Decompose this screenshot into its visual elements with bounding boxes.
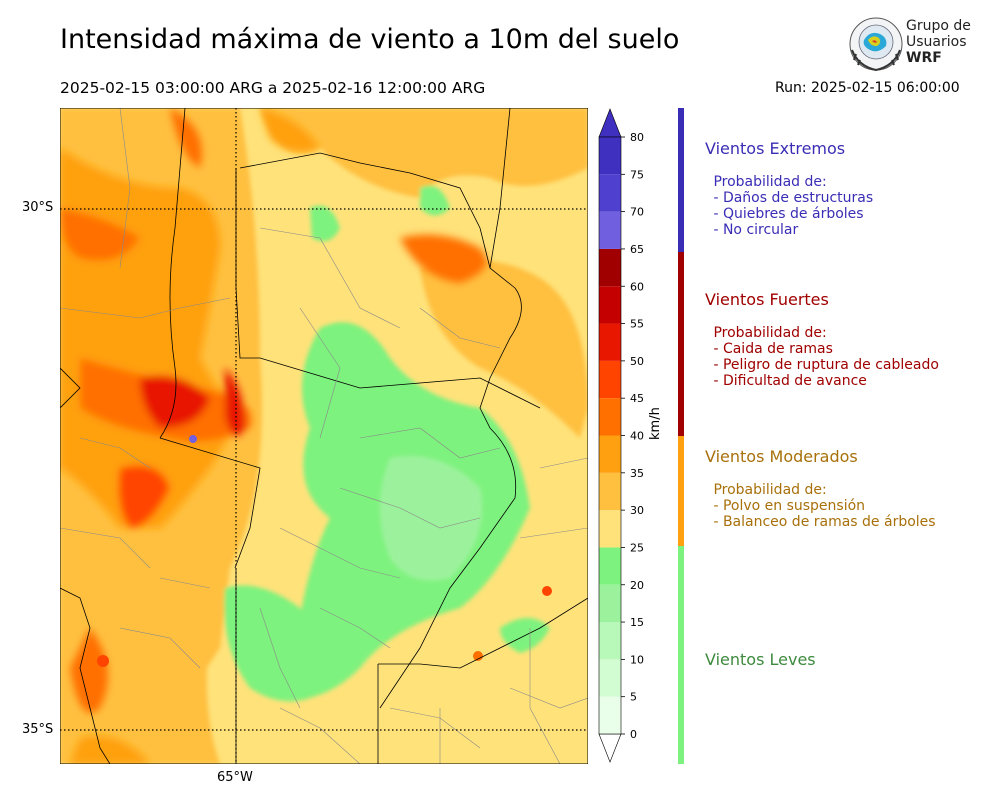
colorbar-tick-label: 45	[630, 392, 644, 405]
colorbar-segment	[599, 360, 621, 399]
colorbar-segment	[599, 248, 621, 287]
colorbar-max-extend	[598, 108, 622, 138]
run-time: Run: 2025-02-15 06:00:00	[775, 80, 960, 96]
colorbar-tick-label: 50	[630, 355, 644, 368]
colorbar-tick-label: 55	[630, 318, 644, 331]
colorbar-unit: km/h	[648, 407, 663, 440]
category-moderate: Vientos Moderados Probabilidad de: - Pol…	[705, 447, 936, 530]
colorbar-tick-label: 35	[630, 467, 644, 480]
colorbar-segment	[599, 472, 621, 511]
colorbar-segment	[599, 137, 621, 175]
colorbar-segment	[599, 398, 621, 436]
colorbar: 0 5 10 15 20 25 30 35 40 45 50 55 60 65 70 75 80	[597, 108, 667, 768]
wind-map	[59, 107, 589, 765]
colorbar-segment	[599, 435, 621, 473]
logo-line-2: Usuarios	[906, 34, 967, 50]
colorbar-tick-label: 10	[630, 653, 644, 666]
colorbar-tick-label: 40	[630, 430, 644, 443]
lat-label-35s: 35°S	[22, 722, 54, 737]
category-light-title: Vientos Leves	[705, 650, 816, 669]
lon-label-65w: 65°W	[217, 770, 253, 785]
colorbar-segment	[599, 547, 621, 585]
category-strong-title: Vientos Fuertes	[705, 290, 829, 309]
category-extreme-text: Probabilidad de: - Daños de estructuras …	[713, 174, 874, 238]
colorbar-tick-label: 20	[630, 579, 644, 592]
colorbar-tick-label: 65	[630, 243, 644, 256]
logo-line-3: WRF	[906, 50, 942, 66]
moderate-category-bar	[678, 436, 684, 546]
colorbar-tick-label: 80	[630, 131, 644, 144]
wind-field-map	[59, 107, 589, 765]
forecast-period: 2025-02-15 03:00:00 ARG a 2025-02-16 12:…	[60, 79, 486, 97]
colorbar-tick-label: 75	[630, 168, 644, 181]
category-strong: Vientos Fuertes Probabilidad de: - Caida…	[705, 290, 939, 389]
colorbar-tick-label: 30	[630, 504, 644, 517]
extreme-category-bar	[678, 108, 684, 252]
colorbar-tick-label: 15	[630, 616, 644, 629]
colorbar-min-extend	[598, 733, 622, 763]
category-extreme: Vientos Extremos Probabilidad de: - Daño…	[705, 139, 873, 238]
category-strong-text: Probabilidad de: - Caida de ramas - Peli…	[713, 325, 939, 389]
colorbar-tick-label: 25	[630, 541, 644, 554]
colorbar-tick-label: 0	[630, 728, 637, 741]
logo-text: Grupo de Usuarios WRF	[906, 18, 971, 66]
colorbar-segment	[599, 323, 621, 361]
colorbar-tick-label: 5	[630, 691, 637, 704]
light-category-bar	[678, 546, 684, 764]
map-title: Intensidad máxima de viento a 10m del su…	[60, 24, 680, 55]
colorbar-segment	[599, 510, 621, 548]
category-moderate-text: Probabilidad de: - Polvo en suspensión -…	[713, 482, 936, 530]
category-extreme-title: Vientos Extremos	[705, 139, 846, 158]
colorbar-segment	[599, 584, 621, 623]
colorbar-segment	[599, 174, 621, 212]
colorbar-tick-label: 60	[630, 280, 644, 293]
globe-logo-icon	[849, 17, 903, 72]
colorbar-scale: 0 5 10 15 20 25 30 35 40 45 50 55 60 65 70 75 80	[598, 108, 644, 763]
colorbar-segment	[599, 286, 621, 324]
logo-line-1: Grupo de	[906, 18, 971, 34]
colorbar-segment	[599, 696, 621, 734]
colorbar-tick-label: 70	[630, 206, 644, 219]
colorbar-segment	[599, 211, 621, 249]
colorbar-segment	[599, 622, 621, 660]
category-moderate-title: Vientos Moderados	[705, 447, 858, 466]
colorbar-segment	[599, 659, 621, 697]
category-light: Vientos Leves	[705, 650, 816, 669]
grupo-usuarios-wrf-logo: Grupo de Usuarios WRF	[848, 16, 978, 72]
strong-category-bar	[678, 252, 684, 436]
lat-label-30s: 30°S	[22, 200, 54, 215]
